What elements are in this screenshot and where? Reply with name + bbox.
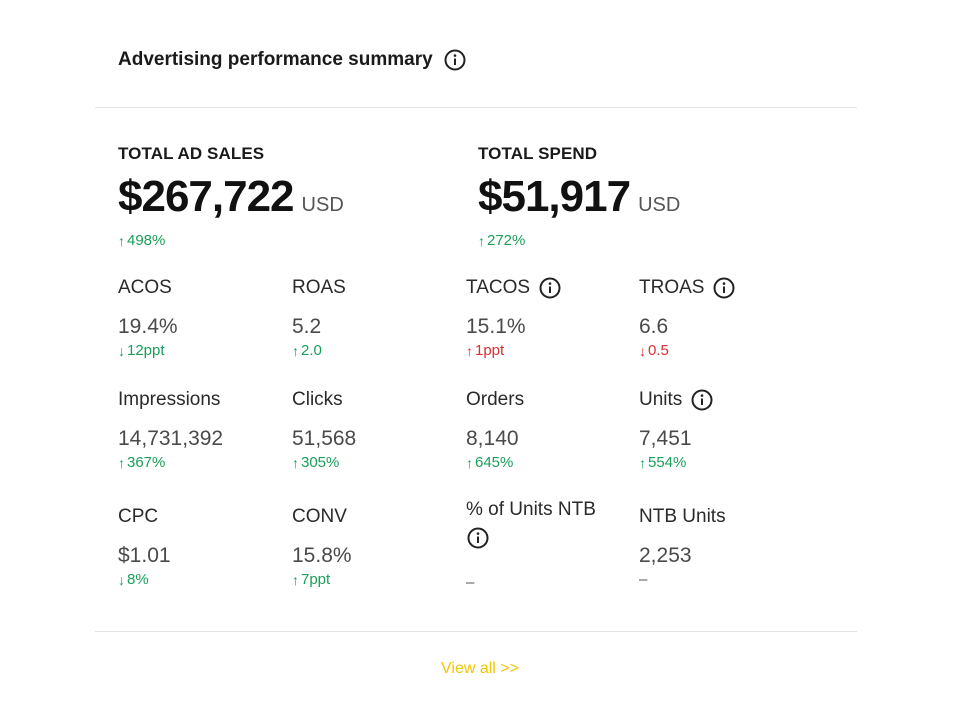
metric-orders-change-value: 645% [475,454,514,471]
arrow-up-icon: ↑ [292,343,299,359]
metric-roas-change: ↑ 2.0 [292,342,457,360]
arrow-up-icon: ↑ [639,455,646,471]
metric-orders-change: ↑ 645% [466,454,631,472]
metric-cpc-change: ↓ 8% [118,571,283,589]
total-ad-sales-change-value: 498% [127,232,166,249]
metric-pct-units-ntb-label: % of Units NTB [466,499,596,520]
metric-conv-label: CONV [292,506,347,527]
metric-impressions: Impressions 14,731,392 ↑ 367% [118,388,283,472]
arrow-up-icon: ↑ [478,232,485,249]
metric-conv-value: 15.8% [292,544,352,567]
view-all-link[interactable]: View all >> [441,660,519,677]
metric-conv: CONV 15.8% ↑ 7ppt [292,505,457,589]
metric-cpc: CPC $1.01 ↓ 8% [118,505,283,589]
metric-units-label: Units [639,389,683,410]
info-icon[interactable] [712,276,736,300]
arrow-down-icon: ↓ [639,343,646,359]
arrow-down-icon: ↓ [118,572,125,588]
metric-acos: ACOS 19.4% ↓ 12ppt [118,276,283,360]
total-spend-change: ↑ 272% [478,232,680,249]
metric-tacos-label: TACOS [466,277,531,298]
metric-tacos: TACOS 15.1% ↑ 1ppt [466,276,631,360]
metric-ntb-units-change: – [639,571,804,589]
metric-units: Units 7,451 ↑ 554% [639,388,804,472]
metric-conv-change: ↑ 7ppt [292,571,457,589]
metric-roas-label: ROAS [292,277,346,298]
total-spend-currency: USD [638,194,681,216]
metric-troas: TROAS 6.6 ↓ 0.5 [639,276,804,360]
metric-impressions-change: ↑ 367% [118,454,283,472]
metric-roas-value: 5.2 [292,315,322,338]
metric-clicks-change: ↑ 305% [292,454,457,472]
metric-roas: ROAS 5.2 ↑ 2.0 [292,276,457,360]
metric-clicks-change-value: 305% [301,454,340,471]
metric-cpc-value: $1.01 [118,544,171,567]
total-ad-sales: TOTAL AD SALES $267,722 USD ↑ 498% [118,143,344,249]
metric-tacos-change: ↑ 1ppt [466,342,631,360]
arrow-up-icon: ↑ [292,572,299,588]
metric-units-change-value: 554% [648,454,687,471]
info-icon[interactable] [466,526,490,550]
metric-impressions-label: Impressions [118,389,221,410]
metric-orders-label: Orders [466,389,525,410]
metric-cpc-label: CPC [118,506,159,527]
metric-impressions-change-value: 367% [127,454,166,471]
metric-units-value: 7,451 [639,427,692,450]
metric-pct-units-ntb-value: – [466,574,616,592]
metric-acos-label: ACOS [118,277,172,298]
arrow-up-icon: ↑ [118,232,125,249]
total-ad-sales-value: $267,722 [118,172,295,221]
arrow-up-icon: ↑ [118,455,125,471]
metric-troas-change: ↓ 0.5 [639,342,804,360]
card-header: Advertising performance summary [118,44,467,76]
footer-divider [95,631,857,632]
metric-troas-value: 6.6 [639,315,669,338]
total-spend-value: $51,917 [478,172,631,221]
total-ad-sales-currency: USD [301,194,344,216]
total-spend-change-value: 272% [487,232,526,249]
metric-cpc-change-value: 8% [127,571,149,588]
metric-conv-change-value: 7ppt [301,571,331,588]
metric-impressions-value: 14,731,392 [118,427,224,450]
arrow-up-icon: ↑ [466,455,473,471]
card-title: Advertising performance summary [118,49,433,70]
metric-tacos-change-value: 1ppt [475,342,505,359]
total-spend: TOTAL SPEND $51,917 USD ↑ 272% [478,143,680,249]
metric-ntb-units-value: 2,253 [639,544,692,567]
arrow-up-icon: ↑ [292,455,299,471]
info-icon[interactable] [538,276,562,300]
total-ad-sales-label: TOTAL AD SALES [118,144,265,163]
metric-pct-units-ntb: % of Units NTB – [466,498,616,592]
metric-acos-change: ↓ 12ppt [118,342,283,360]
header-divider [95,107,857,108]
metric-clicks-value: 51,568 [292,427,357,450]
metric-units-change: ↑ 554% [639,454,804,472]
metric-acos-value: 19.4% [118,315,178,338]
metric-ntb-units-change-value: – [639,571,648,588]
arrow-down-icon: ↓ [118,343,125,359]
metric-orders: Orders 8,140 ↑ 645% [466,388,631,472]
metric-tacos-value: 15.1% [466,315,526,338]
info-icon[interactable] [690,388,714,412]
metric-troas-label: TROAS [639,277,705,298]
arrow-up-icon: ↑ [466,343,473,359]
metric-clicks-label: Clicks [292,389,343,410]
metric-orders-value: 8,140 [466,427,519,450]
total-spend-label: TOTAL SPEND [478,144,598,163]
metric-troas-change-value: 0.5 [648,342,669,359]
metric-ntb-units: NTB Units 2,253 – [639,505,804,589]
metric-roas-change-value: 2.0 [301,342,322,359]
info-icon[interactable] [443,48,467,72]
metric-pct-units-ntb-value-text: – [466,574,475,591]
metric-ntb-units-label: NTB Units [639,506,726,527]
metric-clicks: Clicks 51,568 ↑ 305% [292,388,457,472]
total-ad-sales-change: ↑ 498% [118,232,344,249]
metric-acos-change-value: 12ppt [127,342,165,359]
